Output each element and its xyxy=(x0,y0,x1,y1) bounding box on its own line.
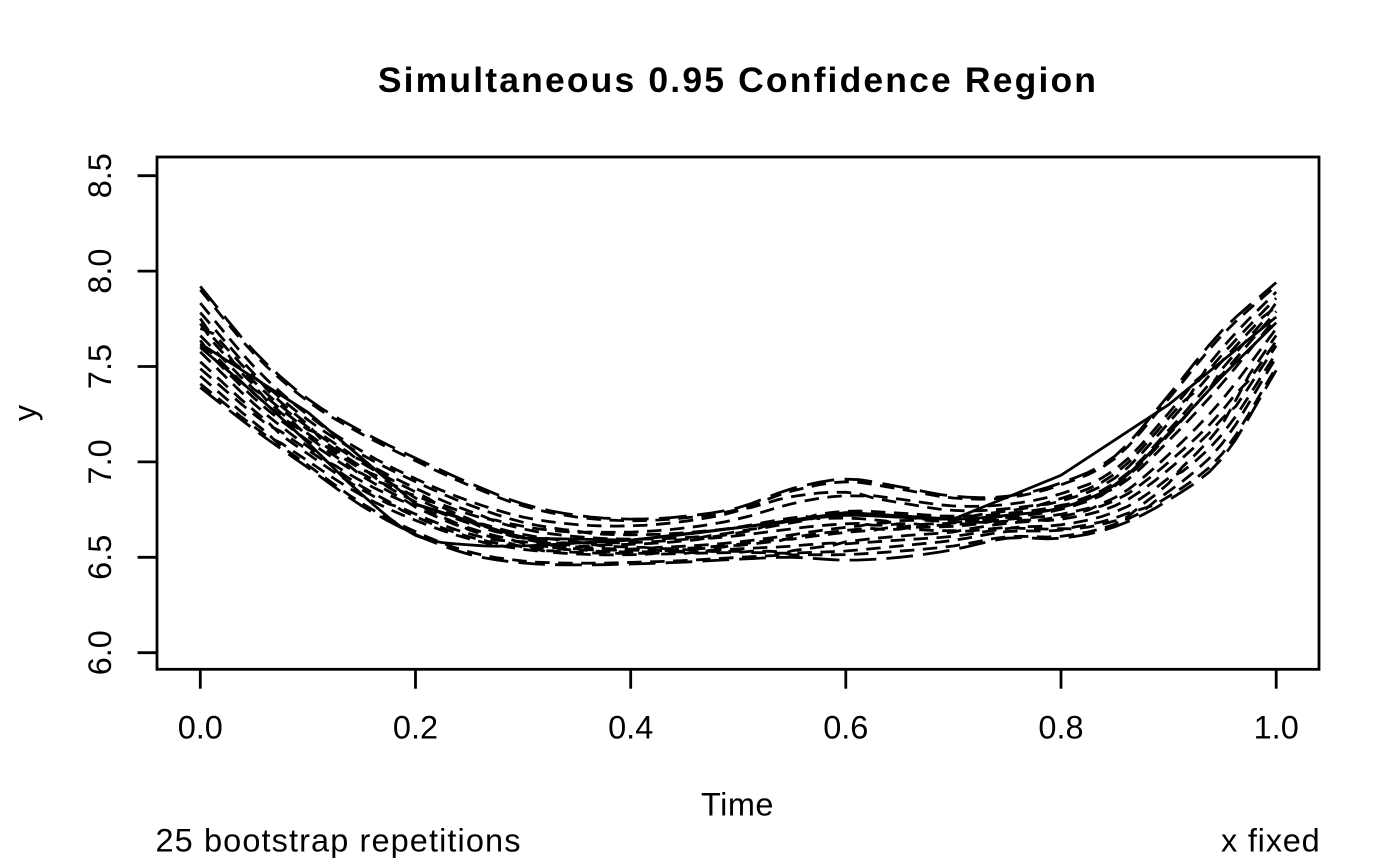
svg-text:8.0: 8.0 xyxy=(82,249,118,294)
svg-text:Time: Time xyxy=(701,786,774,822)
svg-text:1.0: 1.0 xyxy=(1254,710,1299,746)
svg-text:x fixed: x fixed xyxy=(1221,822,1321,858)
svg-text:7.5: 7.5 xyxy=(82,344,118,389)
svg-text:0.0: 0.0 xyxy=(178,710,223,746)
svg-text:0.6: 0.6 xyxy=(823,710,868,746)
svg-text:0.2: 0.2 xyxy=(393,710,438,746)
svg-text:Simultaneous 0.95 Confidence R: Simultaneous 0.95 Confidence Region xyxy=(378,60,1098,100)
svg-text:25 bootstrap repetitions: 25 bootstrap repetitions xyxy=(156,822,522,858)
svg-text:0.8: 0.8 xyxy=(1038,710,1083,746)
svg-text:8.5: 8.5 xyxy=(82,153,118,198)
svg-text:6.0: 6.0 xyxy=(82,630,118,675)
svg-text:7.0: 7.0 xyxy=(82,439,118,484)
svg-text:0.4: 0.4 xyxy=(608,710,653,746)
svg-text:y: y xyxy=(7,404,43,421)
svg-text:6.5: 6.5 xyxy=(82,535,118,580)
